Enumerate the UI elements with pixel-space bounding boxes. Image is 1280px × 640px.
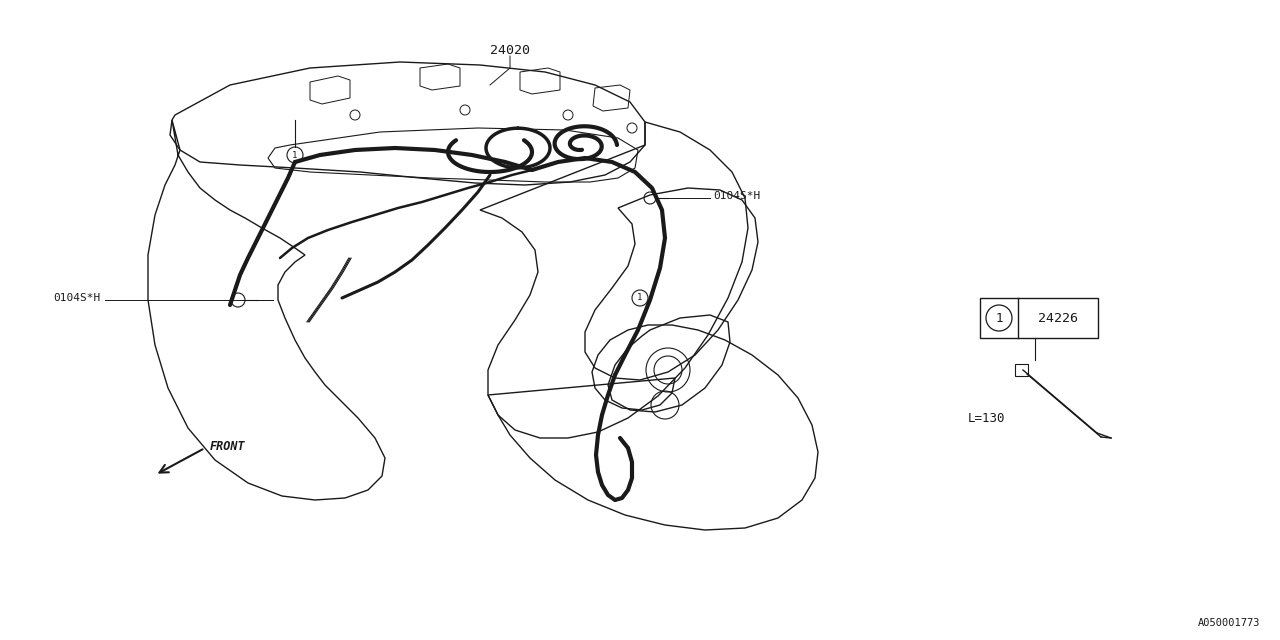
Text: L=130: L=130: [968, 412, 1006, 424]
Text: 0104S*H: 0104S*H: [713, 191, 760, 201]
Bar: [1015, 364, 1028, 376]
Text: 1: 1: [292, 150, 298, 159]
Text: 0104S*H: 0104S*H: [52, 293, 100, 303]
Text: 1: 1: [637, 294, 643, 303]
Text: FRONT: FRONT: [210, 440, 246, 452]
Bar: [980, 298, 1098, 338]
Text: A050001773: A050001773: [1198, 618, 1260, 628]
Text: 1: 1: [996, 312, 1002, 324]
Text: 24020: 24020: [490, 44, 530, 56]
Text: 24226: 24226: [1038, 312, 1078, 324]
